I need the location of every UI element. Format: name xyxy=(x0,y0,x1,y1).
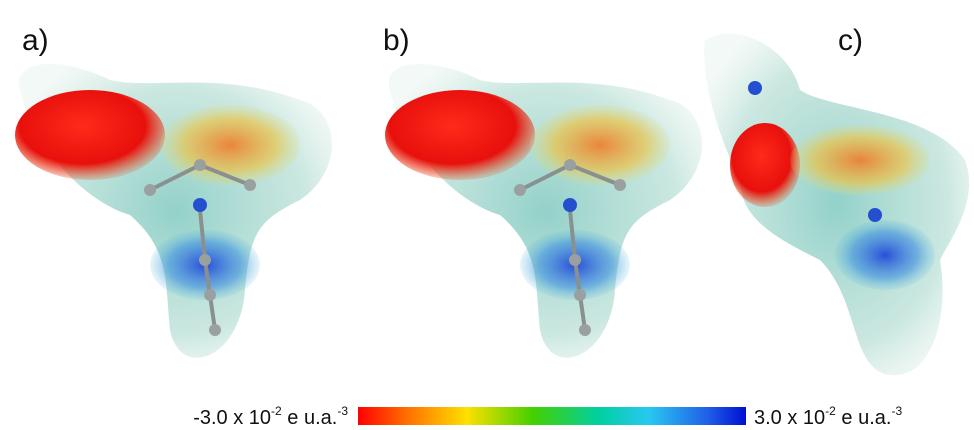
label-exponent: -2 xyxy=(271,404,282,418)
colorbar-max-label: 3.0 x 10-2 e u.a.-3 xyxy=(754,404,902,429)
label-base: -3.0 x 10 xyxy=(193,407,271,429)
panel-c: c) xyxy=(704,24,969,375)
surface-region xyxy=(730,123,800,207)
molecule-b xyxy=(385,64,702,358)
label-unit: e u.a. xyxy=(282,407,338,429)
label-base: 3.0 x 10 xyxy=(754,407,825,429)
label-unit-exponent: -3 xyxy=(337,404,348,418)
molecule-c xyxy=(704,34,969,376)
label-exponent: -2 xyxy=(825,404,836,418)
panel-b: b) xyxy=(383,24,702,358)
panel-label: b) xyxy=(383,24,410,57)
label-unit-exponent: -3 xyxy=(891,404,902,418)
label-unit: e u.a. xyxy=(836,407,892,429)
surface-region xyxy=(790,125,930,195)
colorbar: -3.0 x 10-2 e u.a.-3 3.0 x 10-2 e u.a.-3 xyxy=(193,404,902,429)
colorbar-gradient xyxy=(358,407,746,425)
panel-a: a) xyxy=(15,24,332,358)
panel-label: c) xyxy=(838,24,863,57)
atom xyxy=(748,81,762,95)
figure: a) b) c) -3.0 x 10-2 e u.a.-3 3.0 x 10-2… xyxy=(0,0,974,430)
molecule-a xyxy=(15,64,332,358)
atom xyxy=(868,208,882,222)
colorbar-min-label: -3.0 x 10-2 e u.a.-3 xyxy=(193,404,348,429)
panel-label: a) xyxy=(22,24,49,57)
surface-region xyxy=(835,220,935,290)
